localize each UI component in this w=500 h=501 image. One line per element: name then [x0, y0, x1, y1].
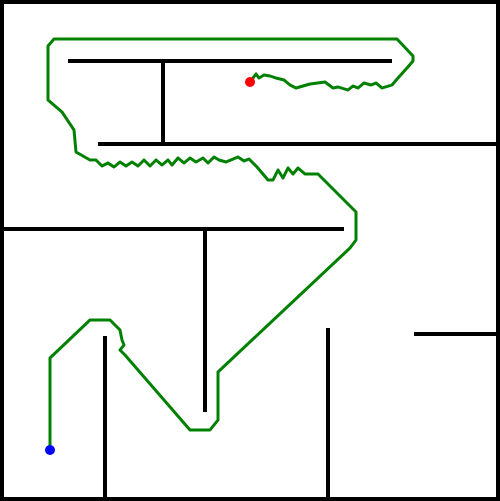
goal-marker — [245, 77, 255, 87]
solution-path — [46, 37, 415, 452]
start-marker — [45, 445, 55, 455]
